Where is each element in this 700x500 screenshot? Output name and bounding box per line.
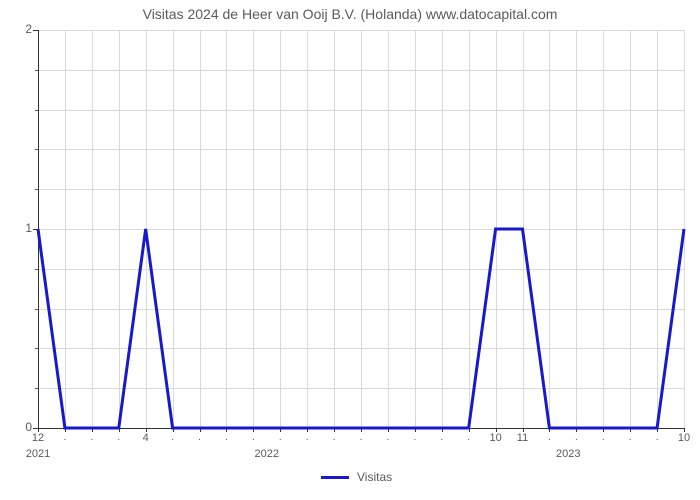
line-series xyxy=(0,0,700,500)
